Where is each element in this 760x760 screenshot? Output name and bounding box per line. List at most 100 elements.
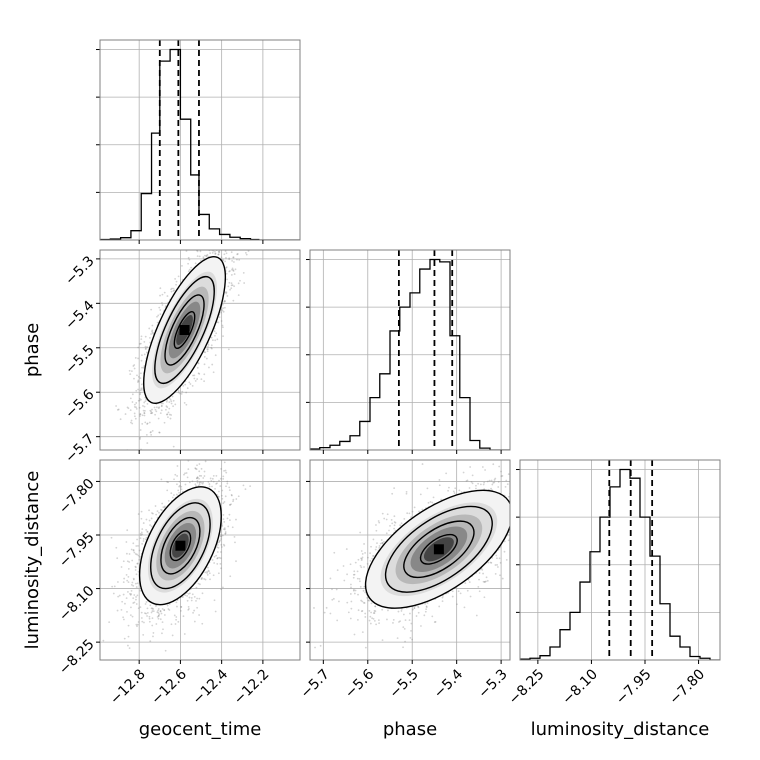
sample-point bbox=[228, 486, 231, 489]
sample-point bbox=[143, 340, 146, 343]
sample-point bbox=[205, 357, 208, 360]
sample-point bbox=[186, 594, 188, 597]
sample-point bbox=[223, 299, 226, 302]
sample-point bbox=[176, 465, 179, 467]
sample-point bbox=[227, 285, 230, 288]
sample-point bbox=[174, 623, 177, 625]
sample-point bbox=[152, 632, 155, 634]
sample-point bbox=[214, 339, 217, 342]
sample-point bbox=[137, 623, 139, 626]
sample-point bbox=[225, 266, 228, 269]
sample-point bbox=[222, 259, 225, 262]
sample-point bbox=[200, 467, 203, 470]
sample-point bbox=[215, 554, 218, 557]
sample-point bbox=[211, 485, 213, 488]
sample-point bbox=[211, 363, 214, 366]
sample-point bbox=[252, 229, 254, 231]
sample-point bbox=[157, 614, 160, 617]
sample-point bbox=[202, 481, 205, 484]
sample-point bbox=[158, 431, 161, 434]
sample-point bbox=[201, 592, 204, 595]
sample-point bbox=[144, 400, 147, 403]
sample-point bbox=[123, 637, 126, 640]
sample-point bbox=[134, 569, 137, 571]
sample-point bbox=[220, 320, 223, 322]
sample-point bbox=[132, 548, 135, 551]
sample-point bbox=[187, 468, 190, 470]
sample-point bbox=[134, 582, 137, 585]
y-tick-label-phase: −5.5 bbox=[62, 342, 97, 377]
sample-point bbox=[222, 307, 225, 310]
sample-point bbox=[229, 575, 232, 578]
sample-point bbox=[150, 410, 153, 413]
panel-geocent_time-geocent_time bbox=[96, 39, 301, 244]
sample-point bbox=[144, 612, 146, 615]
sample-point bbox=[224, 495, 227, 498]
sample-point bbox=[188, 592, 191, 595]
sample-point bbox=[198, 470, 201, 473]
sample-point bbox=[226, 480, 229, 483]
sample-point bbox=[161, 502, 164, 505]
sample-point bbox=[152, 608, 155, 610]
sample-point bbox=[133, 403, 136, 406]
sample-point bbox=[163, 506, 166, 509]
sample-point bbox=[102, 639, 105, 642]
sample-point bbox=[172, 290, 175, 292]
sample-point bbox=[222, 310, 225, 313]
sample-point bbox=[141, 620, 144, 623]
sample-point bbox=[221, 303, 224, 306]
sample-point bbox=[200, 378, 203, 381]
sample-point bbox=[145, 529, 148, 531]
sample-point bbox=[221, 497, 224, 500]
sample-point bbox=[195, 599, 197, 602]
sample-point bbox=[210, 480, 213, 482]
sample-point bbox=[196, 366, 199, 369]
sample-point bbox=[193, 609, 196, 612]
sample-point bbox=[125, 541, 128, 543]
sample-point bbox=[136, 374, 138, 377]
sample-point bbox=[191, 593, 194, 596]
sample-point bbox=[139, 438, 141, 440]
sample-point bbox=[128, 647, 131, 650]
sample-point bbox=[184, 472, 186, 475]
sample-point bbox=[159, 294, 161, 297]
sample-point bbox=[205, 255, 208, 257]
sample-point bbox=[217, 572, 220, 575]
sample-point bbox=[155, 513, 158, 516]
sample-point bbox=[220, 308, 223, 311]
sample-point bbox=[128, 369, 131, 372]
sample-point bbox=[137, 621, 140, 623]
sample-point bbox=[220, 535, 223, 538]
sample-point bbox=[220, 538, 222, 540]
sample-point bbox=[237, 282, 240, 285]
sample-point bbox=[142, 404, 144, 407]
sample-point bbox=[123, 577, 126, 580]
sample-point bbox=[245, 253, 248, 256]
sample-point bbox=[122, 560, 125, 563]
sample-point bbox=[230, 494, 233, 497]
contour-line bbox=[143, 255, 227, 405]
sample-point bbox=[224, 300, 227, 303]
sample-point bbox=[139, 429, 142, 431]
sample-point bbox=[218, 251, 221, 254]
sample-point bbox=[207, 569, 210, 572]
sample-point bbox=[203, 475, 206, 477]
sample-point bbox=[232, 269, 235, 271]
sample-point bbox=[210, 346, 213, 349]
sample-point bbox=[196, 597, 199, 600]
sample-point bbox=[226, 242, 228, 244]
sample-point bbox=[223, 461, 226, 464]
sample-point bbox=[135, 573, 138, 576]
sample-point bbox=[129, 373, 132, 376]
sample-point bbox=[198, 373, 201, 375]
sample-point bbox=[235, 560, 237, 563]
sample-point bbox=[136, 538, 139, 541]
sample-point bbox=[143, 621, 145, 624]
sample-point bbox=[211, 251, 214, 254]
sample-point bbox=[231, 259, 234, 262]
sample-point bbox=[168, 609, 171, 611]
sample-point bbox=[137, 346, 140, 349]
sample-point bbox=[166, 413, 169, 416]
sample-point bbox=[129, 592, 131, 595]
sample-point bbox=[169, 398, 172, 401]
